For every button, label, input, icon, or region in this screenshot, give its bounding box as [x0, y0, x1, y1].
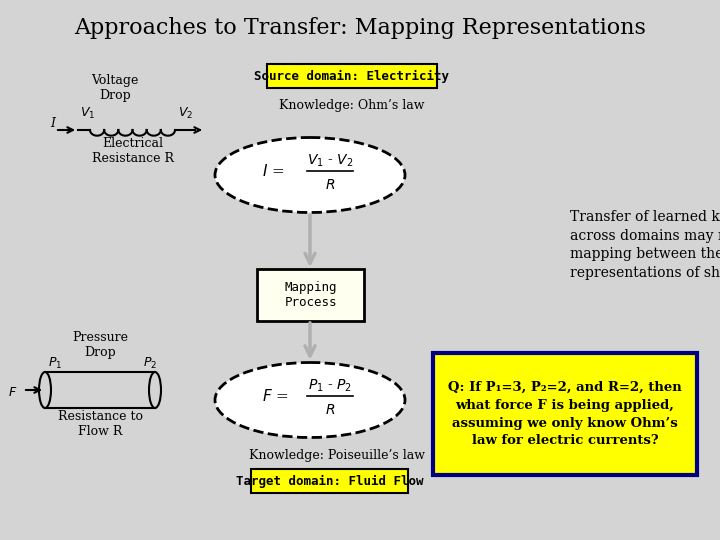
Bar	[45, 372, 155, 408]
Text: $F$: $F$	[8, 387, 17, 400]
Text: $P_1$: $P_1$	[48, 356, 62, 371]
Text: Approaches to Transfer: Mapping Representations: Approaches to Transfer: Mapping Represen…	[74, 17, 646, 39]
Text: Electrical
Resistance R: Electrical Resistance R	[92, 137, 174, 165]
Text: Transfer of learned knowledge
across domains may require
mapping between their
r: Transfer of learned knowledge across dom…	[570, 211, 720, 280]
Ellipse shape	[215, 362, 405, 437]
Text: Source domain: Electricity: Source domain: Electricity	[254, 70, 449, 83]
Text: $V_1$: $V_1$	[80, 106, 95, 121]
Text: $F$ =: $F$ =	[262, 388, 289, 404]
FancyBboxPatch shape	[433, 353, 697, 475]
Text: Target domain: Fluid Flow: Target domain: Fluid Flow	[235, 475, 423, 488]
Text: Pressure
Drop: Pressure Drop	[72, 331, 128, 359]
Text: $R$: $R$	[325, 403, 336, 417]
Text: $I$ =: $I$ =	[262, 163, 284, 179]
Text: $V_2$: $V_2$	[178, 106, 193, 121]
Text: Knowledge: Poiseuille’s law: Knowledge: Poiseuille’s law	[249, 449, 425, 462]
Text: $R$: $R$	[325, 178, 336, 192]
Text: $P_1$ - $P_2$: $P_1$ - $P_2$	[308, 378, 352, 394]
Text: I: I	[50, 117, 55, 130]
Ellipse shape	[215, 138, 405, 213]
FancyBboxPatch shape	[257, 269, 364, 321]
Text: Voltage
Drop: Voltage Drop	[91, 74, 139, 102]
FancyBboxPatch shape	[267, 64, 437, 88]
Text: $V_1$ - $V_2$: $V_1$ - $V_2$	[307, 153, 353, 169]
Text: Resistance to
Flow R: Resistance to Flow R	[58, 410, 143, 438]
FancyBboxPatch shape	[251, 469, 408, 493]
Text: $P_2$: $P_2$	[143, 356, 157, 371]
Ellipse shape	[149, 372, 161, 408]
Ellipse shape	[39, 372, 51, 408]
Text: Q: If P₁=3, P₂=2, and R=2, then
what force F is being applied,
assuming we only : Q: If P₁=3, P₂=2, and R=2, then what for…	[448, 381, 682, 448]
Text: Mapping
Process: Mapping Process	[284, 281, 337, 309]
Text: Knowledge: Ohm’s law: Knowledge: Ohm’s law	[279, 98, 425, 111]
